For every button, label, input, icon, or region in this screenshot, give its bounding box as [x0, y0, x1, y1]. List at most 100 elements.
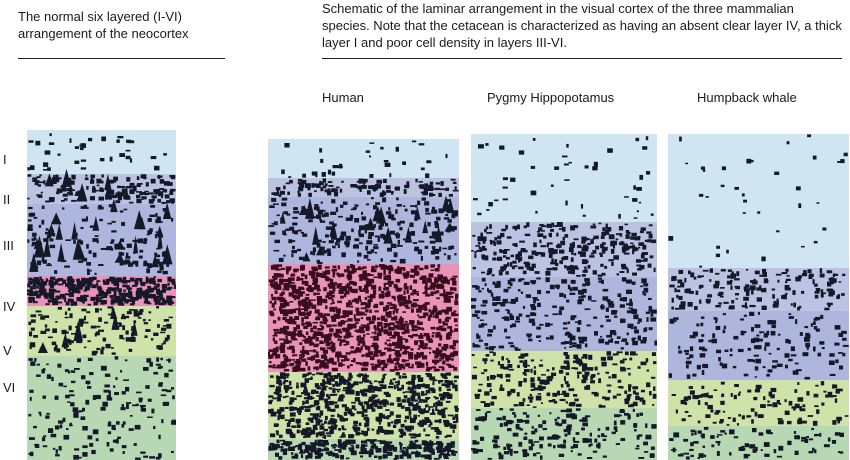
- cell-mark: [399, 227, 403, 231]
- cell-mark: [321, 214, 326, 218]
- cell-mark: [756, 334, 760, 337]
- cell-mark: [764, 346, 767, 351]
- cell-mark: [361, 185, 367, 189]
- cell-mark: [27, 289, 33, 293]
- pyramidal-neuron: [61, 168, 72, 187]
- cell-mark: [533, 366, 536, 369]
- cell-mark: [431, 388, 436, 394]
- cell-mark: [337, 215, 343, 218]
- cell-mark: [304, 297, 310, 300]
- cell-mark: [271, 192, 277, 195]
- cell-mark: [402, 373, 406, 375]
- cell-mark: [325, 432, 332, 435]
- cell-mark: [346, 265, 350, 270]
- cell-mark: [368, 278, 375, 284]
- layer-band-i: [471, 134, 657, 222]
- cell-mark: [288, 176, 292, 178]
- cell-mark: [532, 138, 536, 141]
- cell-mark: [768, 391, 773, 397]
- cell-mark: [629, 298, 632, 302]
- cell-mark: [343, 382, 347, 385]
- cell-mark: [90, 296, 96, 301]
- cell-mark: [487, 269, 492, 274]
- cell-mark: [554, 166, 560, 170]
- cell-mark: [161, 201, 166, 204]
- cell-mark: [280, 376, 287, 379]
- cell-mark: [439, 246, 442, 252]
- cell-mark: [284, 373, 290, 376]
- pyramidal-neuron: [133, 210, 145, 230]
- cell-mark: [370, 336, 373, 338]
- cell-mark: [353, 420, 358, 425]
- cell-mark: [69, 422, 72, 427]
- cell-mark: [30, 319, 36, 323]
- cell-mark: [123, 299, 129, 303]
- cell-mark: [623, 243, 628, 249]
- cell-mark: [425, 212, 431, 215]
- cell-mark: [361, 211, 364, 215]
- cell-mark: [571, 342, 577, 345]
- cell-mark: [341, 393, 344, 399]
- cell-mark: [570, 315, 575, 321]
- cell-mark: [788, 316, 794, 319]
- cell-mark: [445, 383, 451, 388]
- cell-mark: [826, 288, 832, 292]
- cell-mark: [369, 294, 376, 299]
- cell-mark: [383, 264, 388, 270]
- cell-mark: [715, 317, 718, 322]
- cell-mark: [125, 330, 129, 335]
- cell-mark: [489, 224, 492, 229]
- cell-mark: [312, 287, 316, 290]
- cell-mark: [438, 419, 442, 424]
- cell-mark: [368, 396, 374, 401]
- cell-mark: [68, 278, 73, 283]
- cell-mark: [494, 199, 499, 202]
- cell-mark: [417, 422, 422, 426]
- cell-mark: [445, 199, 451, 202]
- cell-mark: [347, 332, 351, 337]
- cell-mark: [377, 440, 382, 442]
- cell-mark: [92, 350, 98, 354]
- cell-mark: [79, 240, 84, 245]
- cell-mark: [717, 441, 720, 446]
- cell-mark: [311, 183, 315, 188]
- cell-mark: [602, 455, 607, 458]
- cell-mark: [624, 398, 630, 401]
- cell-mark: [309, 338, 313, 343]
- cell-mark: [279, 280, 284, 285]
- cell-mark: [283, 379, 286, 383]
- cell-mark: [434, 409, 439, 411]
- cell-mark: [417, 320, 420, 325]
- cell-mark: [332, 324, 337, 327]
- cell-mark: [338, 273, 345, 277]
- cell-mark: [709, 279, 712, 282]
- cell-mark: [169, 198, 175, 203]
- cell-mark: [435, 349, 441, 355]
- cell-mark: [140, 406, 144, 412]
- cell-mark: [153, 332, 159, 336]
- cell-mark: [363, 334, 366, 337]
- cell-mark: [351, 434, 354, 436]
- cell-mark: [340, 204, 344, 208]
- cell-mark: [292, 354, 295, 357]
- cell-mark: [321, 385, 327, 391]
- cell-mark: [29, 396, 32, 401]
- cell-mark: [70, 292, 74, 297]
- cell-mark: [763, 396, 766, 401]
- cell-mark: [410, 395, 416, 400]
- cell-mark: [417, 347, 421, 350]
- cell-mark: [815, 328, 820, 332]
- cell-mark: [560, 257, 565, 260]
- cell-mark: [560, 342, 567, 345]
- cell-mark: [28, 321, 32, 326]
- cell-mark: [522, 454, 527, 458]
- cell-mark: [430, 339, 434, 343]
- cell-mark: [531, 430, 536, 435]
- cell-mark: [120, 316, 126, 320]
- cell-mark: [85, 380, 91, 384]
- cell-mark: [777, 418, 783, 420]
- cell-mark: [148, 311, 152, 314]
- cell-mark: [506, 236, 512, 239]
- cell-mark: [685, 352, 689, 355]
- cell-mark: [108, 313, 113, 316]
